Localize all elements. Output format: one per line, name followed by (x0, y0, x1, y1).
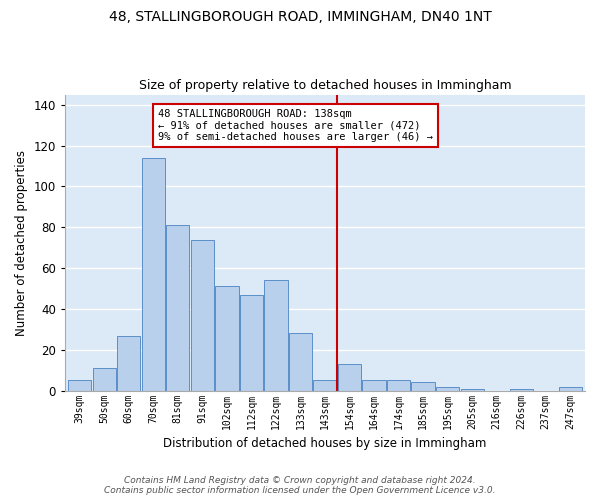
Bar (338, 364, 361, 390)
Title: Size of property relative to detached houses in Immingham: Size of property relative to detached ho… (139, 79, 511, 92)
Bar (92, 368, 116, 390)
Bar (289, 334, 312, 390)
Bar (387, 380, 410, 390)
Bar (264, 280, 287, 390)
Bar (240, 294, 263, 390)
Bar (166, 225, 190, 390)
Text: Contains HM Land Registry data © Crown copyright and database right 2024.
Contai: Contains HM Land Registry data © Crown c… (104, 476, 496, 495)
Bar (412, 382, 435, 390)
X-axis label: Distribution of detached houses by size in Immingham: Distribution of detached houses by size … (163, 437, 487, 450)
Bar (68, 380, 91, 390)
Bar (142, 158, 165, 390)
Bar (215, 286, 239, 391)
Y-axis label: Number of detached properties: Number of detached properties (15, 150, 28, 336)
Text: 48 STALLINGBOROUGH ROAD: 138sqm
← 91% of detached houses are smaller (472)
9% of: 48 STALLINGBOROUGH ROAD: 138sqm ← 91% of… (158, 109, 433, 142)
Bar (313, 380, 337, 390)
Bar (362, 380, 386, 390)
Bar (509, 388, 533, 390)
Bar (191, 240, 214, 390)
Bar (461, 388, 484, 390)
Bar (117, 336, 140, 390)
Bar (436, 386, 459, 390)
Text: 48, STALLINGBOROUGH ROAD, IMMINGHAM, DN40 1NT: 48, STALLINGBOROUGH ROAD, IMMINGHAM, DN4… (109, 10, 491, 24)
Bar (559, 386, 582, 390)
